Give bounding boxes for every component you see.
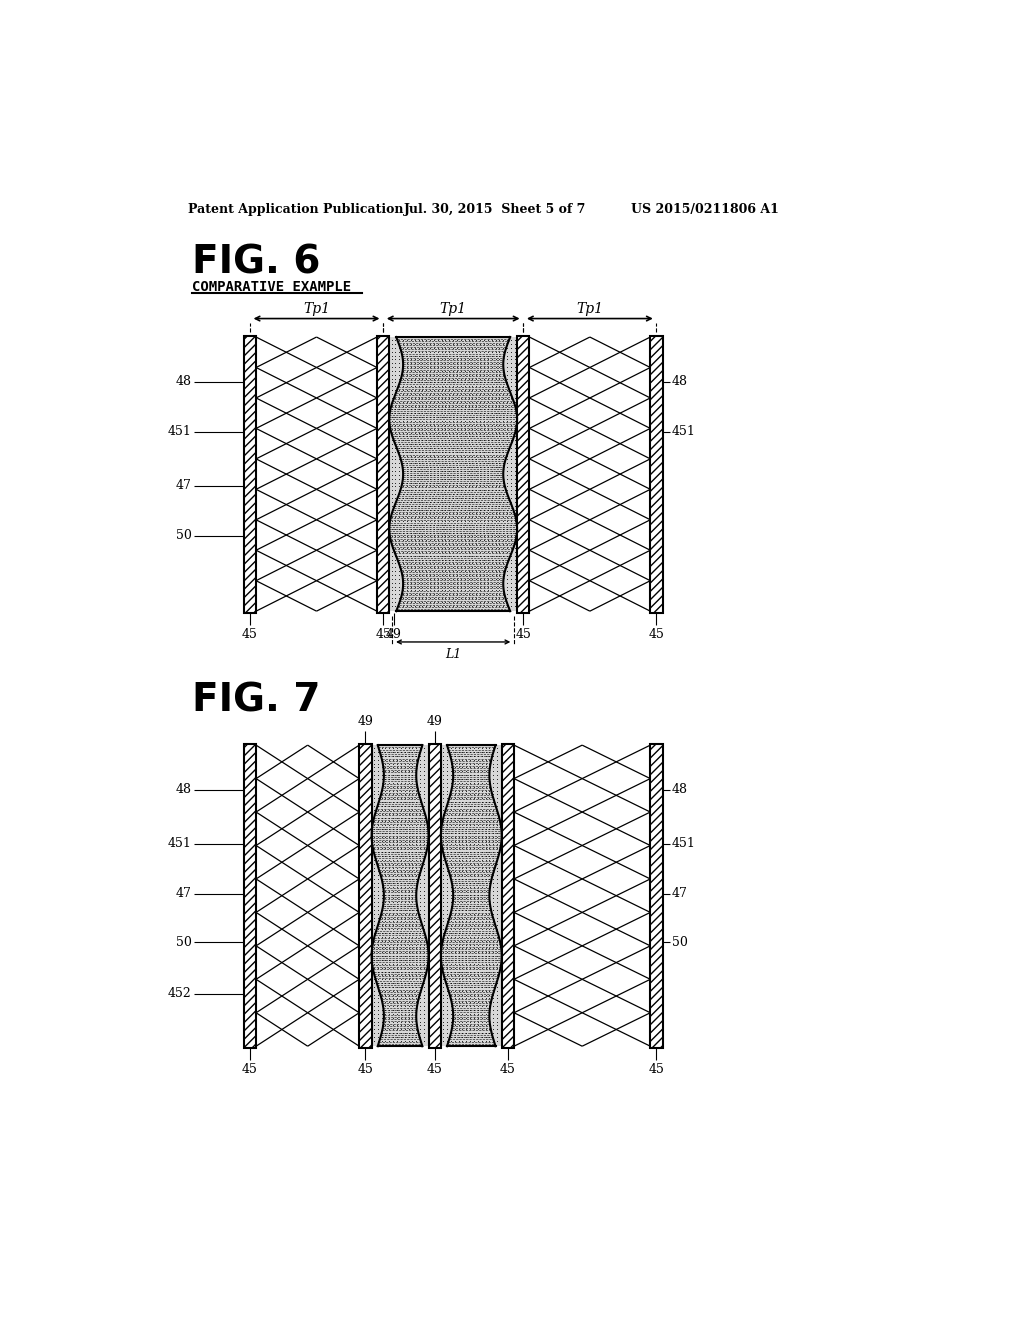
- Text: 45: 45: [242, 628, 258, 642]
- Text: 48: 48: [175, 783, 191, 796]
- Text: US 2015/0211806 A1: US 2015/0211806 A1: [631, 203, 779, 216]
- Bar: [359, 743, 372, 1048]
- Bar: [429, 743, 441, 1048]
- Text: 451: 451: [672, 837, 695, 850]
- Text: 45: 45: [357, 1063, 374, 1076]
- Text: 451: 451: [168, 837, 191, 850]
- Text: 47: 47: [175, 479, 191, 492]
- Bar: [650, 743, 663, 1048]
- Text: 49: 49: [427, 715, 442, 729]
- Text: 48: 48: [175, 375, 191, 388]
- Text: 50: 50: [175, 936, 191, 949]
- Text: 452: 452: [168, 987, 191, 1001]
- Text: 451: 451: [168, 425, 191, 438]
- Bar: [502, 743, 514, 1048]
- Text: COMPARATIVE EXAMPLE: COMPARATIVE EXAMPLE: [193, 280, 351, 294]
- Text: 49: 49: [386, 628, 401, 642]
- Bar: [372, 744, 429, 1047]
- Text: Tp1: Tp1: [577, 302, 603, 317]
- Text: 45: 45: [242, 1063, 258, 1076]
- Bar: [244, 335, 256, 612]
- Text: Jul. 30, 2015  Sheet 5 of 7: Jul. 30, 2015 Sheet 5 of 7: [403, 203, 587, 216]
- Bar: [441, 744, 502, 1047]
- Text: 45: 45: [375, 628, 391, 642]
- Text: 50: 50: [672, 936, 688, 949]
- Bar: [650, 335, 663, 612]
- Text: FIG. 6: FIG. 6: [193, 243, 321, 281]
- Bar: [377, 335, 389, 612]
- Text: 48: 48: [672, 375, 688, 388]
- Text: 50: 50: [175, 529, 191, 543]
- Text: FIG. 7: FIG. 7: [193, 682, 321, 719]
- Bar: [244, 743, 256, 1048]
- Text: Tp1: Tp1: [303, 302, 330, 317]
- Bar: [389, 337, 517, 611]
- Text: 45: 45: [648, 628, 665, 642]
- Text: 451: 451: [672, 425, 695, 438]
- Text: 49: 49: [357, 715, 374, 729]
- Bar: [517, 335, 529, 612]
- Text: 47: 47: [672, 887, 688, 900]
- Text: Tp1: Tp1: [439, 302, 467, 317]
- Text: 45: 45: [515, 628, 531, 642]
- Text: 45: 45: [648, 1063, 665, 1076]
- Text: 47: 47: [175, 887, 191, 900]
- Text: 48: 48: [672, 783, 688, 796]
- Text: L1: L1: [445, 648, 462, 661]
- Text: Patent Application Publication: Patent Application Publication: [188, 203, 403, 216]
- Text: 45: 45: [500, 1063, 516, 1076]
- Text: 45: 45: [427, 1063, 442, 1076]
